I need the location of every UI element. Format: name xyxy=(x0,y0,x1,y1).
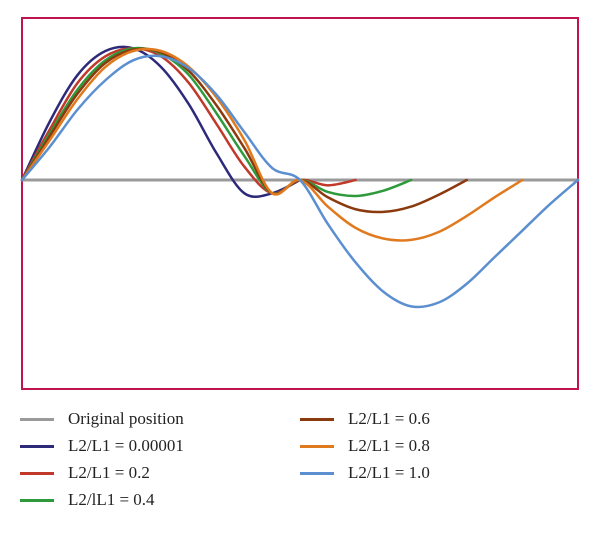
legend-label: L2/L1 = 0.2 xyxy=(68,463,150,482)
series-layer xyxy=(20,45,580,309)
legend-label: Original position xyxy=(68,409,184,428)
series-line-7 xyxy=(20,54,580,309)
plot-frame xyxy=(21,17,579,390)
legend-item-5: L2/L1 = 0.6 xyxy=(300,406,430,432)
legend-label: L2/L1 = 0.6 xyxy=(348,409,430,428)
legend-swatch xyxy=(300,417,334,421)
legend-swatch xyxy=(20,471,54,475)
series-line-4 xyxy=(20,46,413,198)
legend-swatch xyxy=(300,471,334,475)
legend-swatch xyxy=(20,444,54,448)
legend-label: L2/L1 = 0.00001 xyxy=(68,436,184,455)
legend-label: L2/lL1 = 0.4 xyxy=(68,490,155,509)
series-line-5 xyxy=(20,47,469,214)
legend-label: L2/L1 = 1.0 xyxy=(348,463,430,482)
legend-item-6: L2/L1 = 0.8 xyxy=(300,433,430,459)
series-line-2 xyxy=(20,45,302,199)
series-line-6 xyxy=(20,47,524,242)
legend-swatch xyxy=(20,417,54,421)
line-chart xyxy=(20,17,580,390)
legend-item-2: L2/L1 = 0.00001 xyxy=(20,433,184,459)
legend-item-3: L2/L1 = 0.2 xyxy=(20,460,150,486)
legend-item-4: L2/lL1 = 0.4 xyxy=(20,487,155,513)
legend-swatch xyxy=(300,444,334,448)
legend-item-1: Original position xyxy=(20,406,184,432)
legend-label: L2/L1 = 0.8 xyxy=(348,436,430,455)
legend-item-7: L2/L1 = 1.0 xyxy=(300,460,430,486)
chart-legend: Original position L2/L1 = 0.00001 L2/L1 = … xyxy=(20,406,580,526)
legend-swatch xyxy=(20,498,54,502)
